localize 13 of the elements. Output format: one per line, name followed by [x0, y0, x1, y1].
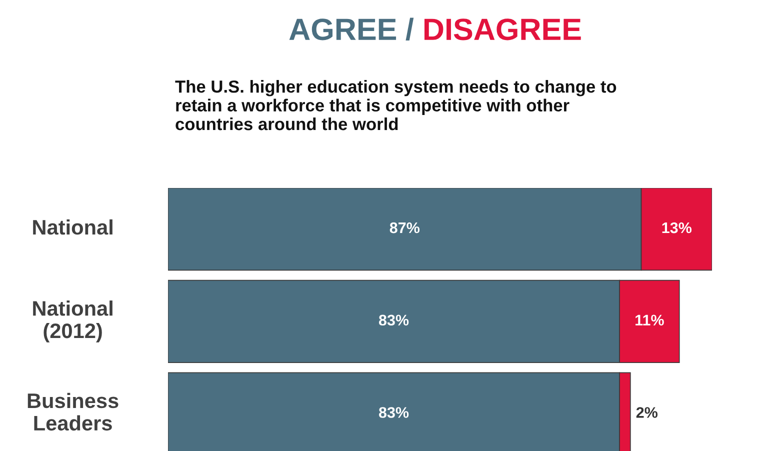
- data-label: 11%: [636, 314, 664, 326]
- y-tick-label: National: [33, 219, 112, 235]
- data-label: 2%: [636, 407, 658, 418]
- data-label: 83%: [378, 314, 409, 326]
- text: AGREE: [289, 18, 396, 40]
- y-tick-label: National (2012): [33, 300, 112, 342]
- data-label: 87%: [390, 222, 420, 234]
- chart-subtitle: The U.S. higher education system needs to change to retain a workforce that is competitive with other countries around the world: [175, 80, 616, 130]
- data-label: 83%: [378, 407, 409, 418]
- y-tick-label: Business Leaders: [28, 392, 118, 431]
- text: /: [406, 18, 414, 41]
- text: DISAGREE: [424, 18, 581, 40]
- data-label: 13%: [662, 222, 692, 234]
